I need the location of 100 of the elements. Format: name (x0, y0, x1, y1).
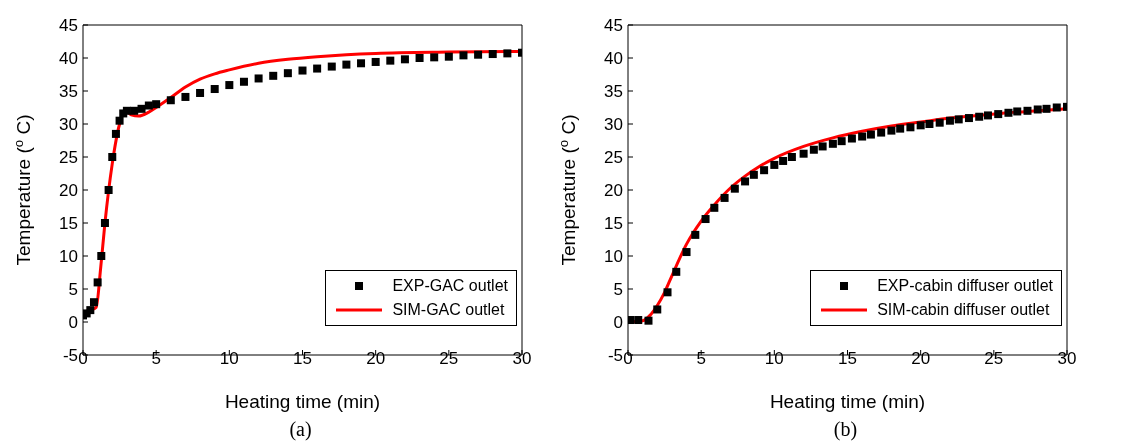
point (196, 88, 205, 97)
point (672, 267, 681, 276)
x-tick-label: 20 (911, 349, 931, 369)
y-tick-label: 10 (604, 247, 623, 267)
x-tick-label: 25 (984, 349, 1004, 369)
y-tick-label: 5 (68, 280, 78, 300)
point (115, 116, 124, 125)
point (400, 55, 409, 64)
point (130, 106, 139, 115)
point (430, 53, 439, 62)
y-tick-label: 5 (613, 280, 623, 300)
y-tick-label: 30 (59, 115, 78, 135)
y-tick-label: -5 (62, 346, 78, 366)
point (166, 96, 175, 105)
x-tick-label: 15 (293, 349, 312, 369)
point (644, 316, 653, 325)
point (682, 248, 691, 257)
point (741, 177, 750, 186)
point (97, 252, 106, 260)
y-tick-label: 40 (59, 49, 78, 69)
point (983, 111, 992, 120)
point (945, 116, 954, 125)
point (935, 118, 944, 127)
point (964, 114, 973, 123)
point (1013, 107, 1022, 116)
y-tick-label: -5 (607, 346, 623, 366)
point (327, 62, 336, 71)
x-tick-label: 20 (366, 349, 386, 369)
point (720, 193, 729, 202)
x-tick-label: 5 (151, 349, 161, 369)
point (828, 139, 837, 148)
point (663, 288, 672, 297)
y-tick-label: 45 (59, 16, 78, 36)
point (111, 129, 120, 138)
y-tick-label: 20 (59, 181, 78, 201)
point (770, 160, 779, 169)
point (89, 298, 98, 307)
point (799, 149, 808, 158)
point (818, 142, 827, 151)
point (1033, 105, 1042, 114)
point (634, 316, 643, 325)
y-tick-label: 45 (604, 16, 623, 36)
point (459, 51, 468, 60)
x-tick-label: 15 (838, 349, 857, 369)
point (877, 128, 886, 137)
x-tick-label: 30 (512, 349, 532, 369)
point (104, 186, 113, 194)
y-tick-label: 15 (59, 214, 78, 234)
point (916, 121, 925, 130)
point (1042, 104, 1051, 113)
legend-label: SIM-GAC outlet (392, 301, 505, 319)
point (269, 71, 278, 80)
point (975, 112, 984, 121)
point (239, 77, 248, 86)
point (691, 230, 700, 239)
y-tick-label: 0 (68, 313, 78, 333)
y-tick-label: 25 (59, 148, 78, 168)
point (1004, 108, 1013, 117)
point (181, 92, 190, 101)
point (137, 104, 146, 113)
x-tick-label: 10 (764, 349, 784, 369)
point (313, 64, 322, 73)
point (100, 219, 109, 227)
y-tick-label: 30 (604, 115, 623, 135)
point (730, 184, 739, 193)
point (298, 66, 307, 75)
x-tick-label: 30 (1057, 349, 1077, 369)
point (225, 81, 234, 90)
x-tick-label: 25 (439, 349, 459, 369)
point (858, 132, 867, 141)
point (254, 74, 263, 83)
point (144, 101, 153, 110)
point (749, 170, 758, 179)
point (210, 85, 219, 94)
y-tick-label: 35 (59, 82, 78, 102)
point (994, 110, 1003, 119)
x-tick-label: 10 (219, 349, 239, 369)
point (847, 134, 856, 143)
point (415, 54, 424, 62)
y-tick-label: 10 (59, 247, 78, 267)
x-axis-title: Heating time (min) (224, 391, 381, 412)
y-tick-label: 0 (613, 313, 623, 333)
legend-label: SIM-cabin diffuser outlet (877, 301, 1050, 319)
point (152, 100, 161, 109)
point (653, 305, 662, 314)
x-tick-label: 5 (696, 349, 706, 369)
point (866, 130, 875, 139)
point (371, 57, 380, 66)
point (837, 137, 846, 146)
point (628, 316, 635, 325)
point (357, 59, 366, 68)
point (283, 69, 292, 78)
text: (a) (289, 418, 312, 440)
point (488, 50, 497, 59)
y-tick-label: 20 (604, 181, 623, 201)
point (779, 156, 788, 165)
point (108, 153, 117, 161)
point (342, 60, 351, 69)
point (1023, 106, 1032, 115)
point (954, 115, 963, 124)
